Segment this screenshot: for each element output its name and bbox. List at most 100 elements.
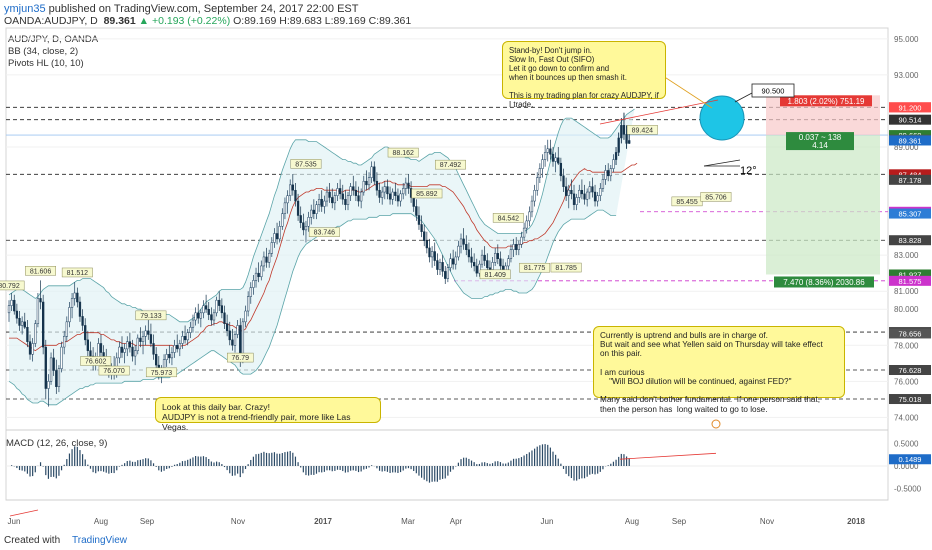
candle-body xyxy=(480,254,484,265)
price-label-text: 83.828 xyxy=(899,236,922,245)
price-label-text: 81.927 xyxy=(899,270,922,279)
candle-body-highlight xyxy=(617,137,620,153)
high-value: H:89.683 xyxy=(279,15,322,27)
candle-body xyxy=(291,184,294,191)
candle-body xyxy=(612,159,615,169)
pivot-label-text: 81.409 xyxy=(484,272,506,279)
candle-body xyxy=(591,186,594,193)
pivot-label-text: 84.542 xyxy=(498,215,520,222)
macd-legend[interactable]: MACD (12, 26, close, 9) xyxy=(6,438,108,449)
pivot-label-box xyxy=(435,159,466,170)
candle-body xyxy=(328,191,331,198)
note-daily-bar[interactable]: Look at this daily bar. Crazy! AUDJPY is… xyxy=(155,397,381,432)
time-axis-tick: 2017 xyxy=(314,517,332,526)
candle-body xyxy=(173,345,176,353)
price-label-box xyxy=(889,135,931,146)
candle-body xyxy=(470,256,473,263)
low-value: L:89.169 xyxy=(324,15,366,27)
candle-body xyxy=(133,350,137,357)
candle-body xyxy=(593,191,597,202)
candle-body xyxy=(586,191,589,200)
candle-body xyxy=(97,343,100,359)
change-arrow-icon: ▲ xyxy=(138,15,150,27)
candle-body xyxy=(10,299,13,306)
candle-body xyxy=(425,240,429,249)
pivot-label-text: 85.706 xyxy=(705,194,727,201)
candle-body xyxy=(202,305,205,314)
candle-body xyxy=(454,256,457,265)
pivot-label-box xyxy=(492,213,524,223)
ohlc-line: OANDA:AUDJPY, D 89.361 ▲ +0.193 (+0.22%)… xyxy=(4,15,411,27)
last-price: 89.361 xyxy=(103,15,136,27)
note-fundamentals[interactable]: Currently is uptrend and bulls are in ch… xyxy=(593,326,845,414)
candle-body xyxy=(128,341,132,348)
candle-body xyxy=(215,299,218,314)
price-label-text: 81.575 xyxy=(899,277,922,286)
pivot-label-box xyxy=(387,147,419,158)
bb-legend[interactable]: BB (34, close, 2) xyxy=(8,46,79,57)
pivot-label-text: 85.892 xyxy=(416,191,438,198)
pivots-legend[interactable]: Pivots HL (10, 10) xyxy=(8,58,84,69)
candle-body xyxy=(76,292,79,303)
tradingview-brand[interactable]: TradingView xyxy=(72,535,128,546)
candle-body xyxy=(520,236,523,245)
publisher-line: ymjun35 published on TradingView.com, Se… xyxy=(4,3,358,15)
candle-body xyxy=(278,226,281,240)
candle-body xyxy=(509,249,513,259)
candle-body xyxy=(588,186,591,193)
candle-body xyxy=(609,168,612,177)
candle-body xyxy=(65,321,68,337)
price-label-box xyxy=(889,365,931,376)
pivot-label-text: 79.133 xyxy=(140,313,162,320)
pivot-label-text: 76.602 xyxy=(85,358,107,365)
candle-body xyxy=(20,321,24,326)
candle-body xyxy=(388,193,392,200)
macd-last-box xyxy=(889,454,931,465)
mid-label-2: 4.14 xyxy=(812,141,828,150)
candle-body xyxy=(170,352,174,359)
candle-body xyxy=(488,267,492,270)
candle-body xyxy=(68,307,71,323)
candle-body xyxy=(533,189,536,202)
candle-body xyxy=(44,346,47,389)
note-trading-plan[interactable]: Stand-by! Don't jump in. Slow In, Fast O… xyxy=(502,41,666,109)
candle-body xyxy=(210,314,213,321)
candle-body xyxy=(604,170,607,180)
candle-body xyxy=(451,258,455,265)
candle-body xyxy=(357,195,360,202)
candle-body xyxy=(197,312,200,319)
candle-body xyxy=(436,260,439,270)
candle-body xyxy=(118,346,121,359)
candle-body xyxy=(499,258,502,267)
candle-body xyxy=(402,188,405,195)
reward-label: 7.470 (8.36%) 2030.86 xyxy=(783,278,865,287)
candle-body xyxy=(57,368,61,387)
author-link[interactable]: ymjun35 xyxy=(4,3,46,15)
time-axis-tick: Mar xyxy=(401,517,415,526)
pivot-label-box xyxy=(479,269,511,280)
price-label-text: 87.484 xyxy=(899,170,922,179)
price-axis-tick: 89.000 xyxy=(894,143,919,152)
candle-body xyxy=(383,186,386,193)
candle-body xyxy=(512,244,515,250)
candle-body xyxy=(365,180,368,186)
candle-body xyxy=(249,287,252,297)
candle-body xyxy=(191,319,195,328)
note-pointer xyxy=(659,73,713,109)
candle-body xyxy=(538,168,542,178)
angle-line-1 xyxy=(703,159,741,167)
candle-body xyxy=(120,346,124,353)
candle-body xyxy=(73,292,76,299)
instrument-title: AUD/JPY, D, OANDA xyxy=(8,34,99,45)
pivot-label-text: 80.792 xyxy=(0,283,20,290)
price-label-text: 87.178 xyxy=(899,176,922,185)
candle-body xyxy=(194,312,197,321)
open-value: O:89.169 xyxy=(233,15,277,27)
candle-body xyxy=(360,191,363,202)
candle-body xyxy=(399,193,402,202)
candle-body xyxy=(225,323,229,332)
candle-body xyxy=(270,242,273,254)
candle-body xyxy=(475,265,478,274)
pivot-label-text: 85.455 xyxy=(676,199,698,206)
